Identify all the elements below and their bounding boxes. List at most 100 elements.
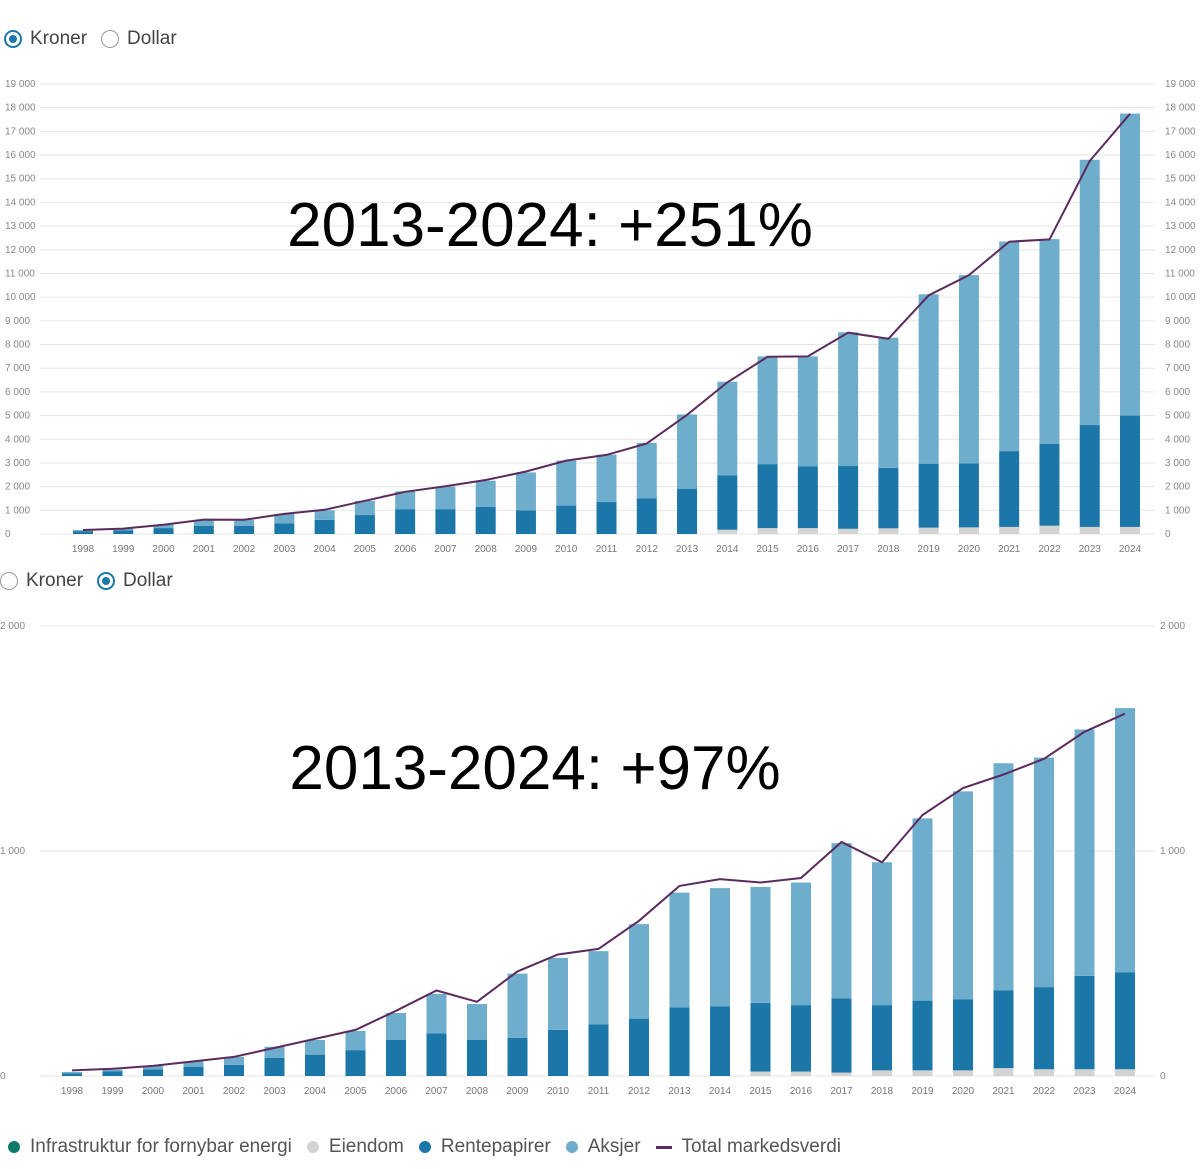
nok-chart-bar-rentepapirer — [354, 515, 375, 534]
nok-chart-ytick-left: 18 000 — [5, 103, 36, 114]
usd-chart-bar-aksjer — [305, 1040, 325, 1055]
nok-chart-xtick: 2012 — [636, 544, 659, 555]
usd-chart-bar-aksjer — [426, 993, 447, 1034]
usd-chart-bar-rentepapirer — [710, 1006, 730, 1076]
usd-chart-bar-aksjer — [750, 887, 771, 1003]
nok-chart-ytick-right: 2 000 — [1165, 482, 1190, 493]
nok-chart-ytick-left: 0 — [5, 529, 11, 540]
nok-chart-ytick-left: 7 000 — [5, 363, 30, 374]
usd-chart-xtick: 2020 — [952, 1086, 975, 1097]
nok-chart-bar-aksjer — [234, 519, 255, 526]
nok-chart-ytick-right: 3 000 — [1165, 458, 1190, 469]
nok-chart-ytick-right: 1 000 — [1165, 505, 1190, 516]
nok-chart-xtick: 2015 — [756, 544, 779, 555]
radio-dollar-bottom-circle[interactable] — [97, 572, 116, 590]
nok-chart-bar-rentepapirer — [556, 505, 577, 534]
usd-chart-xtick: 2017 — [830, 1086, 853, 1097]
radio-kroner-top[interactable]: Kroner — [4, 28, 87, 50]
usd-chart-bar-rentepapirer — [953, 999, 973, 1071]
radio-kroner-bottom[interactable]: Kroner — [0, 570, 83, 592]
nok-chart-xtick: 2023 — [1079, 544, 1102, 555]
radio-dollar-top[interactable]: Dollar — [101, 28, 177, 50]
radio-dollar-bottom[interactable]: Dollar — [97, 570, 173, 592]
nok-chart-xtick: 2017 — [837, 544, 860, 555]
market-value-chart-usd: 0 0 1 000 1 000 2 000 2 000 1998 1999 2000 2001 20… — [0, 621, 1185, 1097]
usd-chart-xtick: 2005 — [344, 1086, 367, 1097]
nok-chart-bar-aksjer — [395, 491, 416, 510]
usd-chart-bar-eiendom — [831, 1072, 852, 1076]
nok-chart-xtick: 2000 — [152, 544, 175, 555]
usd-chart-bar-aksjer — [953, 791, 973, 1000]
nok-chart-bar-aksjer — [1039, 239, 1060, 444]
radio-dollar-top-label: Dollar — [127, 28, 177, 49]
usd-chart-xtick: 2010 — [547, 1086, 570, 1097]
nok-chart-bar-aksjer — [838, 332, 859, 467]
usd-chart-xtick: 2011 — [588, 1086, 610, 1097]
nok-chart-annotation: 2013-2024: +251% — [287, 191, 813, 260]
nok-chart-bar-eiendom — [999, 526, 1020, 534]
usd-chart-bar-eiendom — [953, 1070, 973, 1076]
legend-item-equities[interactable]: Aksjer — [565, 1136, 641, 1158]
nok-chart-bar-rentepapirer — [1120, 415, 1140, 527]
usd-chart-bar-rentepapirer — [629, 1018, 649, 1076]
legend-marker-infrastructure — [8, 1141, 20, 1153]
usd-chart-bar-aksjer — [791, 882, 811, 1006]
nok-chart-bar-rentepapirer — [234, 525, 255, 534]
legend-item-infrastructure[interactable]: Infrastruktur for fornybar energi — [8, 1136, 292, 1158]
usd-chart-bar-aksjer — [993, 763, 1014, 991]
nok-chart-bar-eiendom — [918, 527, 939, 534]
usd-chart-bar-aksjer — [143, 1065, 163, 1070]
nok-chart-xtick: 2006 — [394, 544, 417, 555]
radio-kroner-top-circle[interactable] — [4, 30, 22, 48]
legend-marker-total-market-value — [655, 1145, 672, 1149]
nok-chart-xtick: 2009 — [515, 544, 538, 555]
usd-chart-bar-aksjer — [102, 1069, 123, 1072]
usd-chart-bar-eiendom — [791, 1071, 811, 1076]
radio-dollar-top-circle[interactable] — [101, 30, 120, 48]
legend-label-total-market-value: Total markedsverdi — [681, 1136, 841, 1157]
nok-chart-ytick-left: 19 000 — [5, 79, 36, 90]
usd-chart-bar-aksjer — [1034, 757, 1054, 988]
legend-item-fixed-income[interactable]: Rentepapirer — [418, 1136, 551, 1158]
nok-chart-xtick: 2024 — [1119, 544, 1142, 555]
usd-chart-xtick: 2000 — [142, 1086, 165, 1097]
usd-chart-total-line — [71, 712, 1126, 1072]
usd-chart-bar-aksjer — [710, 888, 730, 1007]
usd-chart-bar-rentepapirer — [507, 1037, 528, 1076]
nok-chart-bar-rentepapirer — [395, 509, 416, 534]
usd-chart-bar-aksjer — [183, 1061, 204, 1067]
nok-chart-xtick: 2019 — [918, 544, 941, 555]
nok-chart-bar-aksjer — [1079, 159, 1100, 426]
nok-chart-ytick-right: 13 000 — [1165, 221, 1196, 232]
nok-chart-bar-eiendom — [878, 528, 899, 534]
nok-chart-ytick-right: 16 000 — [1165, 150, 1196, 161]
nok-chart-ytick-left: 16 000 — [5, 150, 36, 161]
nok-chart-bar-rentepapirer — [757, 464, 778, 529]
usd-chart-bar-eiendom — [912, 1070, 933, 1076]
usd-chart-bar-rentepapirer — [1115, 972, 1135, 1070]
currency-toggle-top: Kroner Dollar — [4, 28, 191, 50]
legend-item-total-market-value[interactable]: Total markedsverdi — [655, 1136, 841, 1158]
usd-chart-bar-eiendom — [1034, 1069, 1054, 1076]
legend-marker-equities — [565, 1141, 578, 1153]
nok-chart-ytick-left: 6 000 — [5, 387, 30, 398]
nok-chart-xtick: 2011 — [596, 544, 618, 555]
radio-kroner-top-label: Kroner — [30, 28, 88, 49]
usd-chart-bar-rentepapirer — [750, 1002, 771, 1072]
nok-chart-ytick-left: 5 000 — [5, 411, 30, 422]
radio-dollar-bottom-label: Dollar — [123, 570, 173, 591]
usd-chart-ytick-right: 1 000 — [1160, 846, 1185, 857]
nok-chart-xtick: 2022 — [1038, 544, 1061, 555]
nok-chart-xtick: 2007 — [434, 544, 457, 555]
radio-kroner-bottom-circle[interactable] — [0, 572, 18, 590]
nok-chart-bar-rentepapirer — [999, 451, 1020, 527]
currency-toggle-bottom: Kroner Dollar — [0, 570, 187, 592]
usd-chart-bar-rentepapirer — [831, 998, 852, 1073]
nok-chart-xtick: 2018 — [877, 544, 900, 555]
nok-chart-bar-rentepapirer — [153, 528, 174, 534]
usd-chart-bar-eiendom — [750, 1071, 771, 1076]
usd-chart-xtick: 2014 — [709, 1086, 732, 1097]
legend-item-real-estate[interactable]: Eiendom — [306, 1136, 404, 1158]
usd-chart-bar-rentepapirer — [143, 1069, 163, 1076]
nok-chart-bar-aksjer — [918, 294, 939, 464]
